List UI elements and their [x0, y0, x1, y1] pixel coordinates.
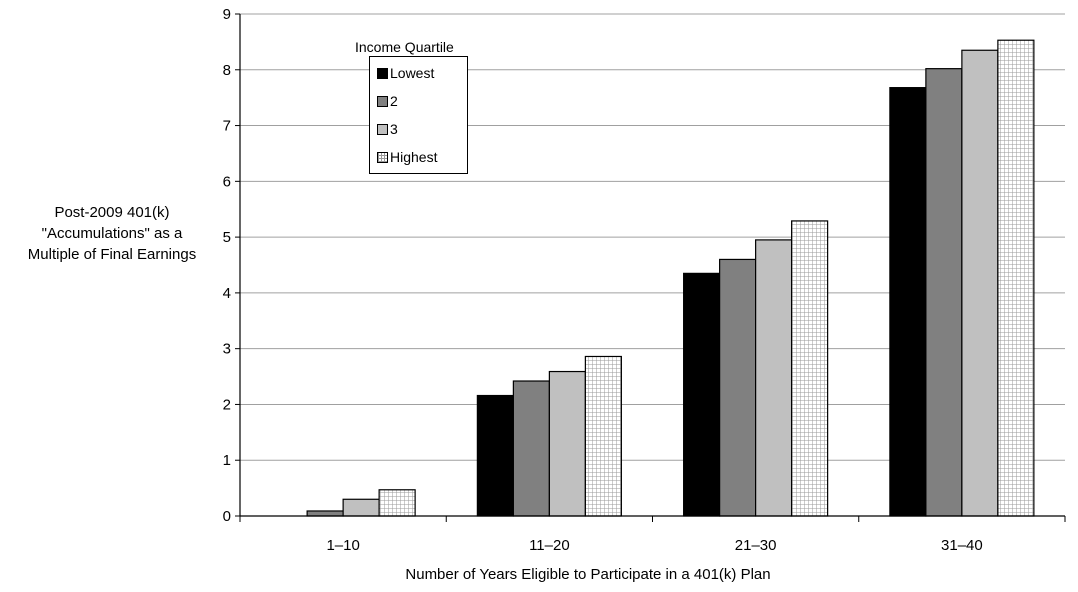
legend-item: 2: [377, 87, 463, 115]
tick-labels: 0 1 2 3 4 5 6 7 8 9 1–10 11–20 21–30 31–40: [223, 6, 983, 554]
bar: [925, 68, 963, 517]
y-tick-label: 8: [223, 62, 231, 79]
y-tick-label: 2: [223, 396, 231, 413]
y-tick-label: 9: [223, 6, 231, 23]
bar: [961, 49, 999, 517]
bar: [683, 272, 721, 517]
y-tick-label: 5: [223, 229, 231, 246]
x-tick-label: 11–20: [529, 537, 570, 554]
axes: [235, 13, 1066, 522]
bar: [512, 380, 550, 517]
legend-label: Lowest: [390, 65, 435, 81]
legend-item: 3: [377, 115, 463, 143]
legend-item: Highest: [377, 143, 463, 171]
y-tick-label: 3: [223, 341, 231, 358]
legend-swatch: [377, 95, 388, 107]
y-tick-label: 7: [223, 118, 231, 135]
legend-swatch: [377, 123, 388, 135]
y-tick-label: 0: [223, 508, 231, 525]
bar: [791, 220, 829, 517]
bar: [378, 489, 416, 517]
y-tick-label: 1: [223, 452, 231, 469]
legend-label: 3: [390, 121, 398, 137]
y-axis-label-line: Multiple of Final Earnings: [27, 246, 197, 263]
y-tick-label: 6: [223, 173, 231, 190]
y-axis-label-line: Post-2009 401(k): [54, 204, 170, 221]
bar: [719, 258, 757, 517]
x-tick-label: 21–30: [735, 537, 777, 554]
x-tick-label: 31–40: [941, 537, 983, 554]
legend-label: 2: [390, 93, 398, 109]
y-tick-label: 4: [223, 285, 231, 302]
bar: [584, 355, 622, 517]
x-axis-label: Number of Years Eligible to Participate …: [405, 566, 771, 583]
legend-swatch: [377, 151, 388, 163]
x-tick-label: 1–10: [326, 537, 359, 554]
bar: [997, 39, 1035, 517]
y-axis-label: Post-2009 401(k) "Accumulations" as a Mu…: [0, 202, 224, 265]
bar: [306, 510, 344, 517]
legend-item: Lowest: [377, 59, 463, 87]
legend: Income Quartile Lowest 2 3 Highest: [355, 38, 468, 174]
bar: [548, 370, 586, 517]
bars: [306, 39, 1035, 517]
bar: [476, 394, 514, 517]
bar: [755, 239, 793, 517]
legend-label: Highest: [390, 149, 438, 165]
bar: [342, 498, 380, 517]
legend-title: Income Quartile: [355, 39, 454, 55]
legend-box: Lowest 2 3 Highest: [369, 56, 468, 174]
bar: [889, 87, 927, 517]
legend-swatch: [377, 67, 388, 79]
y-axis-label-line: "Accumulations" as a: [41, 225, 183, 242]
